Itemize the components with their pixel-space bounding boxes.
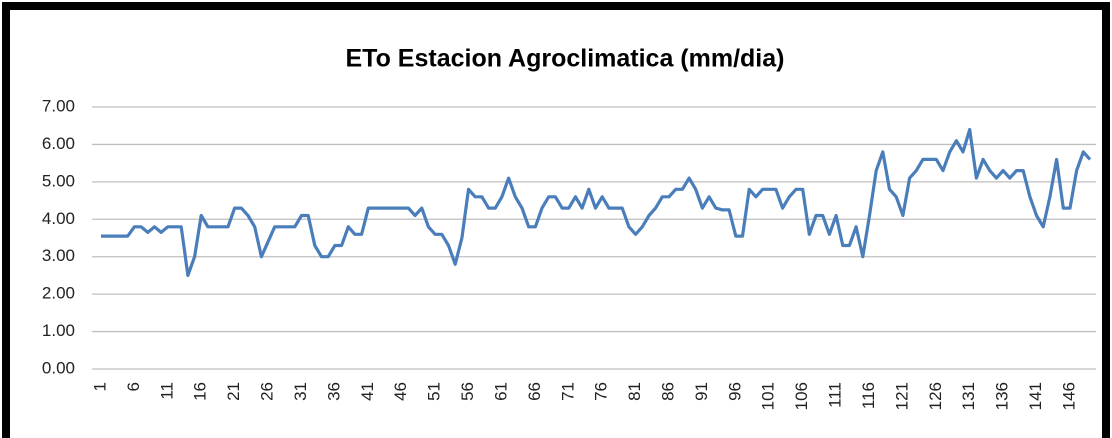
x-tick-label: 111 xyxy=(826,382,845,408)
x-tick-label: 121 xyxy=(892,382,911,410)
x-tick-label: 41 xyxy=(358,382,377,401)
x-tick-label: 76 xyxy=(592,382,611,401)
x-tick-label: 51 xyxy=(425,382,444,401)
x-tick-label: 26 xyxy=(258,382,277,401)
y-tick-label: 0.00 xyxy=(42,358,75,377)
x-tick-label: 21 xyxy=(224,382,243,401)
x-tick-label: 46 xyxy=(391,382,410,401)
line-series xyxy=(101,127,1092,277)
x-tick-label: 131 xyxy=(959,382,978,410)
x-tick-label: 106 xyxy=(792,382,811,410)
x-tick-label: 146 xyxy=(1059,382,1078,410)
x-tick-label: 56 xyxy=(458,382,477,401)
x-tick-label: 11 xyxy=(157,382,176,400)
x-tick-label: 101 xyxy=(759,382,778,410)
x-tick-label: 91 xyxy=(692,382,711,401)
x-tick-label: 6 xyxy=(124,382,143,391)
y-tick-label: 4.00 xyxy=(42,209,75,228)
x-tick-label: 31 xyxy=(291,382,310,401)
y-tick-label: 3.00 xyxy=(42,246,75,265)
x-tick-label: 96 xyxy=(725,382,744,401)
chart-title: ETo Estacion Agroclimatica (mm/dia) xyxy=(346,45,785,73)
y-tick-label: 6.00 xyxy=(42,134,75,153)
y-tick-label: 1.00 xyxy=(42,321,75,340)
y-tick-label: 2.00 xyxy=(42,284,75,303)
x-tick-label: 66 xyxy=(525,382,544,401)
y-tick-label: 7.00 xyxy=(42,96,75,115)
x-tick-label: 16 xyxy=(191,382,210,401)
x-tick-label: 1 xyxy=(90,382,109,391)
x-tick-label: 71 xyxy=(558,382,577,401)
x-tick-label: 126 xyxy=(926,382,945,410)
x-tick-label: 61 xyxy=(491,382,510,401)
y-tick-label: 5.00 xyxy=(42,171,75,190)
x-tick-label: 36 xyxy=(324,382,343,401)
x-tick-label: 141 xyxy=(1026,382,1045,410)
x-tick-label: 136 xyxy=(993,382,1012,410)
x-tick-label: 86 xyxy=(658,382,677,401)
x-tick-label: 81 xyxy=(625,382,644,401)
x-tick-label: 116 xyxy=(859,382,878,409)
